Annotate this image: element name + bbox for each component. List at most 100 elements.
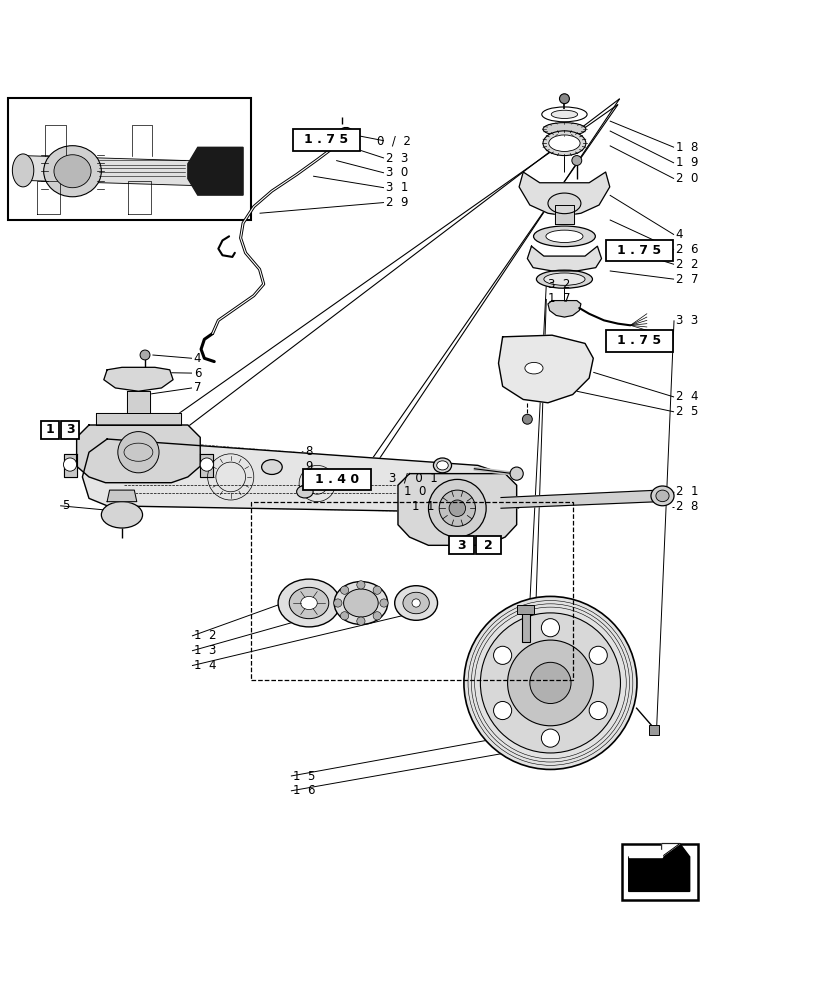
Bar — [449, 536, 474, 554]
Ellipse shape — [549, 135, 580, 151]
Polygon shape — [501, 490, 659, 508]
Text: 0  /  2: 0 / 2 — [377, 134, 411, 147]
Polygon shape — [188, 147, 243, 195]
Text: 1  2: 1 2 — [194, 629, 216, 642]
Ellipse shape — [279, 579, 339, 627]
Ellipse shape — [437, 461, 448, 470]
Ellipse shape — [403, 592, 429, 614]
Ellipse shape — [373, 586, 382, 594]
Text: 2  9: 2 9 — [386, 196, 408, 209]
Text: 5: 5 — [62, 499, 69, 512]
Circle shape — [541, 729, 559, 747]
Polygon shape — [104, 367, 173, 391]
Text: 1  1: 1 1 — [412, 500, 434, 513]
Text: 2  5: 2 5 — [676, 405, 698, 418]
Circle shape — [449, 500, 466, 516]
Ellipse shape — [542, 107, 587, 122]
Bar — [649, 725, 659, 735]
Circle shape — [508, 640, 593, 726]
Text: 1  8: 1 8 — [676, 141, 698, 154]
Text: 3: 3 — [66, 423, 74, 436]
Ellipse shape — [44, 146, 101, 197]
Bar — [606, 240, 673, 261]
Polygon shape — [107, 490, 137, 502]
Polygon shape — [82, 439, 515, 512]
Text: 2  7: 2 7 — [676, 273, 698, 286]
Bar — [606, 330, 673, 352]
Ellipse shape — [395, 586, 438, 620]
Circle shape — [510, 467, 523, 480]
Ellipse shape — [340, 586, 349, 594]
Ellipse shape — [344, 589, 378, 617]
Text: 4: 4 — [194, 352, 201, 365]
Text: 1  0: 1 0 — [404, 485, 426, 498]
Polygon shape — [555, 205, 574, 224]
Text: 3  /  0  1: 3 / 0 1 — [389, 471, 438, 484]
Polygon shape — [96, 413, 181, 425]
Circle shape — [63, 458, 77, 471]
Text: 3  3: 3 3 — [676, 314, 698, 327]
Bar — [293, 129, 360, 151]
Ellipse shape — [412, 599, 420, 607]
Ellipse shape — [544, 273, 585, 285]
Circle shape — [480, 613, 620, 753]
Circle shape — [522, 414, 532, 424]
Polygon shape — [77, 425, 200, 483]
Ellipse shape — [380, 599, 388, 607]
Circle shape — [494, 701, 512, 720]
Polygon shape — [629, 850, 662, 857]
Polygon shape — [127, 391, 150, 413]
Text: 6: 6 — [194, 367, 201, 380]
Circle shape — [589, 646, 607, 664]
Polygon shape — [662, 844, 680, 857]
Ellipse shape — [534, 226, 595, 247]
Ellipse shape — [656, 490, 669, 502]
Ellipse shape — [297, 486, 313, 498]
Text: 2  3: 2 3 — [386, 152, 408, 165]
Text: 2  8: 2 8 — [676, 500, 698, 513]
Bar — [303, 469, 371, 490]
Ellipse shape — [543, 131, 586, 156]
Bar — [61, 421, 79, 439]
Circle shape — [589, 701, 607, 720]
Text: 1  7: 1 7 — [548, 292, 570, 305]
Bar — [517, 605, 534, 614]
Ellipse shape — [357, 617, 365, 625]
Circle shape — [439, 490, 475, 526]
Text: 1  6: 1 6 — [293, 784, 315, 797]
Polygon shape — [336, 128, 354, 141]
Ellipse shape — [334, 582, 387, 624]
Bar — [522, 610, 530, 642]
Ellipse shape — [373, 612, 382, 620]
Text: 1: 1 — [46, 423, 54, 436]
Text: 2  2: 2 2 — [676, 258, 698, 271]
Text: 9: 9 — [305, 460, 312, 473]
Ellipse shape — [357, 581, 365, 589]
Bar — [8, 98, 251, 220]
Polygon shape — [548, 301, 581, 317]
Ellipse shape — [536, 270, 592, 288]
Text: 2: 2 — [485, 539, 493, 552]
Ellipse shape — [262, 460, 282, 474]
Text: 8: 8 — [305, 445, 312, 458]
Ellipse shape — [335, 132, 349, 149]
Polygon shape — [64, 454, 77, 477]
Bar — [251, 502, 573, 680]
Text: 3  0: 3 0 — [386, 166, 408, 179]
Ellipse shape — [301, 596, 317, 610]
Text: 4: 4 — [676, 228, 683, 241]
Text: 2  6: 2 6 — [676, 243, 698, 256]
Text: 2  1: 2 1 — [676, 485, 698, 498]
Circle shape — [464, 596, 637, 769]
Ellipse shape — [54, 155, 91, 188]
Text: 1  5: 1 5 — [293, 770, 315, 783]
Bar — [476, 536, 501, 554]
Circle shape — [140, 350, 150, 360]
Text: 3  2: 3 2 — [548, 278, 570, 291]
Text: 2  4: 2 4 — [676, 390, 698, 403]
Polygon shape — [398, 474, 517, 545]
Circle shape — [559, 94, 569, 104]
Text: 1 . 7 5: 1 . 7 5 — [304, 133, 349, 146]
Text: 1  4: 1 4 — [194, 659, 216, 672]
Ellipse shape — [525, 362, 543, 374]
